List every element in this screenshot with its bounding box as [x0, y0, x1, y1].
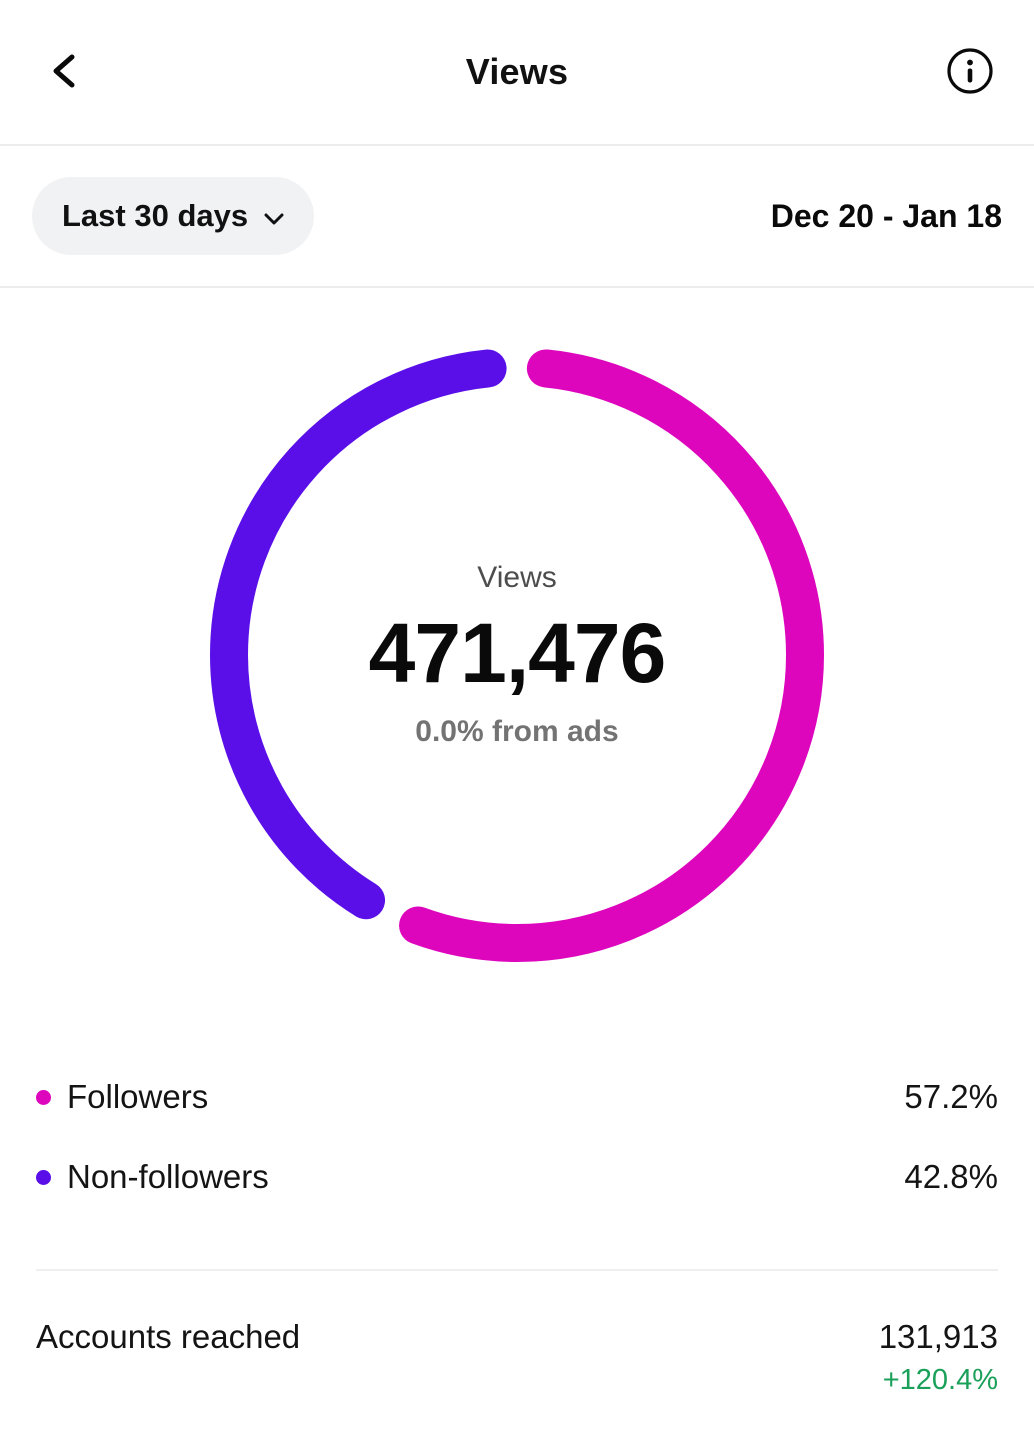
filter-bar: Last 30 days Dec 20 - Jan 18	[0, 146, 1034, 288]
legend-label: Followers	[67, 1078, 209, 1115]
accounts-reached-value: 131,913	[878, 1318, 998, 1355]
back-button[interactable]	[34, 42, 94, 102]
date-range-text: Dec 20 - Jan 18	[770, 197, 1002, 234]
legend-label: Non-followers	[67, 1158, 269, 1195]
chevron-left-icon	[46, 49, 82, 96]
page-title: Views	[465, 51, 569, 92]
views-donut-chart: Views 471,476 0.0% from ads	[187, 325, 847, 985]
legend: Followers 57.2% Non-followers 42.8%	[0, 1057, 1034, 1217]
date-range-filter[interactable]: Last 30 days	[32, 177, 315, 255]
accounts-reached-values: 131,913 +120.4%	[879, 1315, 998, 1401]
followers-dot-icon	[36, 1089, 51, 1105]
accounts-reached-delta: +120.4%	[882, 1364, 998, 1396]
accounts-reached-row[interactable]: Accounts reached 131,913 +120.4%	[0, 1271, 1034, 1401]
legend-item-non-followers: Non-followers 42.8%	[36, 1137, 998, 1217]
date-range-filter-label: Last 30 days	[62, 198, 249, 233]
header: Views	[0, 0, 1034, 146]
donut-ring	[210, 348, 824, 962]
legend-item-followers: Followers 57.2%	[36, 1057, 998, 1137]
info-icon	[944, 45, 996, 100]
donut-segment-non-followers	[210, 348, 824, 962]
non-followers-dot-icon	[36, 1169, 51, 1185]
accounts-reached-label: Accounts reached	[36, 1318, 301, 1355]
section-divider	[36, 1269, 998, 1271]
legend-percent: 57.2%	[904, 1078, 998, 1115]
donut-segment-followers	[210, 348, 824, 962]
legend-percent: 42.8%	[904, 1158, 998, 1195]
info-button[interactable]	[940, 42, 1000, 102]
chevron-down-icon	[264, 198, 284, 234]
